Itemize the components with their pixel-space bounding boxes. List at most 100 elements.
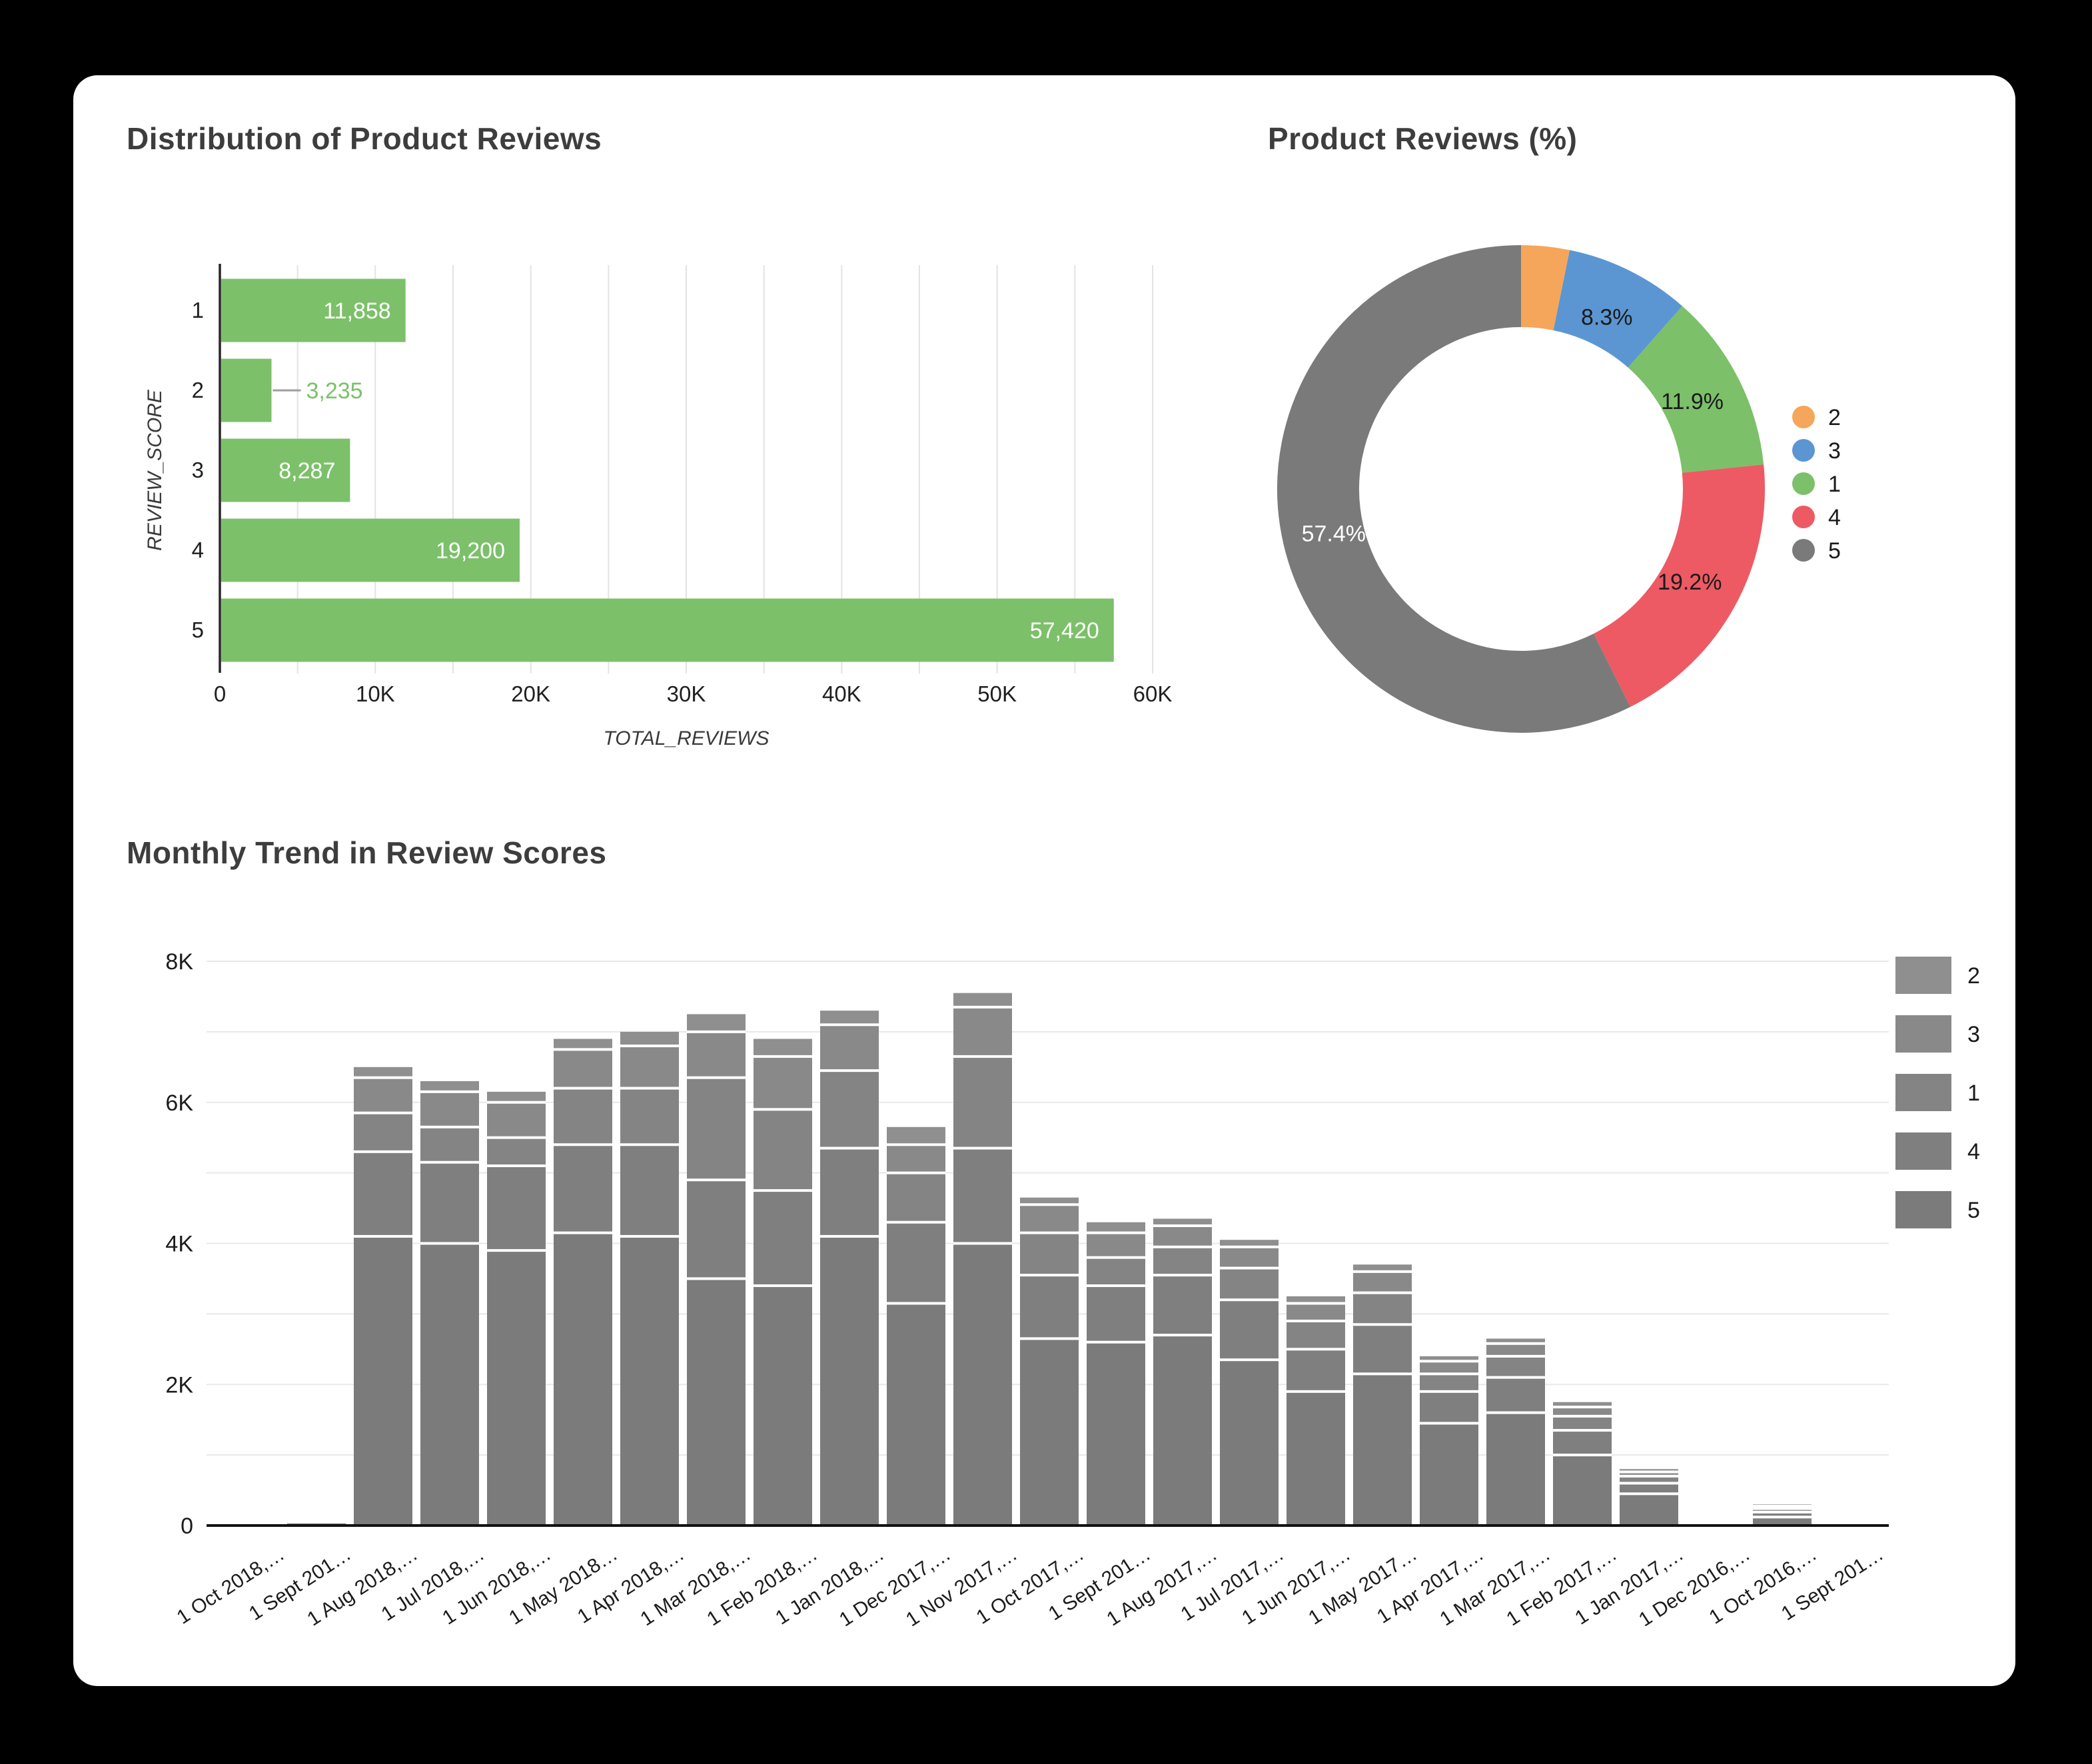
- bar-score-5[interactable]: [221, 598, 1114, 662]
- stack-segment-score-4[interactable]: [953, 1148, 1012, 1244]
- bar-score-4[interactable]: [221, 518, 520, 582]
- stack-segment-score-2[interactable]: [1486, 1338, 1545, 1344]
- stack-segment-score-2[interactable]: [754, 1039, 812, 1057]
- stack-segment-score-2[interactable]: [820, 1011, 879, 1025]
- stack-segment-score-4[interactable]: [687, 1180, 746, 1279]
- stack-segment-score-2[interactable]: [687, 1014, 746, 1032]
- stack-segment-score-5[interactable]: [1753, 1517, 1812, 1526]
- stack-segment-score-3[interactable]: [1486, 1343, 1545, 1356]
- stack-segment-score-1[interactable]: [887, 1172, 945, 1222]
- donut-slice-2[interactable]: [1520, 245, 1570, 331]
- stack-segment-score-4[interactable]: [620, 1144, 679, 1236]
- stack-segment-score-4[interactable]: [1420, 1391, 1478, 1424]
- stack-segment-score-1[interactable]: [554, 1088, 612, 1145]
- monthly-legend-item-2[interactable]: 2: [1895, 957, 1980, 994]
- stack-segment-score-4[interactable]: [487, 1166, 546, 1251]
- stack-segment-score-1[interactable]: [1287, 1320, 1345, 1350]
- donut-slice-1[interactable]: [1627, 306, 1764, 474]
- stack-segment-score-4[interactable]: [1087, 1286, 1145, 1342]
- stack-segment-score-2[interactable]: [554, 1039, 612, 1050]
- stack-segment-score-1[interactable]: [420, 1126, 479, 1162]
- stack-segment-score-4[interactable]: [1153, 1275, 1212, 1336]
- stack-segment-score-5[interactable]: [687, 1278, 746, 1526]
- stack-segment-score-1[interactable]: [953, 1056, 1012, 1148]
- stack-segment-score-1[interactable]: [1553, 1416, 1612, 1431]
- stack-segment-score-4[interactable]: [1553, 1430, 1612, 1456]
- monthly-legend-item-4[interactable]: 4: [1895, 1132, 1980, 1170]
- stack-segment-score-5[interactable]: [1087, 1342, 1145, 1526]
- stack-segment-score-4[interactable]: [1753, 1512, 1812, 1518]
- stack-segment-score-1[interactable]: [1420, 1374, 1478, 1392]
- stack-segment-score-5[interactable]: [820, 1236, 879, 1526]
- stack-segment-score-1[interactable]: [1220, 1268, 1279, 1300]
- donut-slice-3[interactable]: [1552, 250, 1683, 368]
- stack-segment-score-3[interactable]: [1420, 1361, 1478, 1374]
- stack-segment-score-2[interactable]: [1620, 1469, 1678, 1472]
- stack-segment-score-2[interactable]: [1353, 1264, 1412, 1272]
- stack-segment-score-1[interactable]: [1153, 1246, 1212, 1276]
- stack-segment-score-4[interactable]: [1020, 1275, 1079, 1339]
- stack-segment-score-2[interactable]: [354, 1067, 412, 1078]
- stack-segment-score-4[interactable]: [754, 1190, 812, 1286]
- stack-segment-score-3[interactable]: [1287, 1303, 1345, 1321]
- stack-segment-score-1[interactable]: [1620, 1476, 1678, 1484]
- stack-segment-score-5[interactable]: [1287, 1391, 1345, 1526]
- stack-segment-score-4[interactable]: [887, 1222, 945, 1304]
- stack-segment-score-4[interactable]: [554, 1144, 612, 1233]
- stack-segment-score-1[interactable]: [687, 1077, 746, 1180]
- stack-segment-score-5[interactable]: [1620, 1494, 1678, 1526]
- stack-segment-score-5[interactable]: [554, 1232, 612, 1526]
- stack-segment-score-5[interactable]: [354, 1236, 412, 1526]
- stack-segment-score-4[interactable]: [420, 1162, 479, 1244]
- stack-segment-score-5[interactable]: [1220, 1360, 1279, 1526]
- stack-segment-score-1[interactable]: [1353, 1292, 1412, 1325]
- stack-segment-score-5[interactable]: [420, 1243, 479, 1526]
- stack-segment-score-5[interactable]: [620, 1236, 679, 1526]
- stack-segment-score-5[interactable]: [1153, 1335, 1212, 1526]
- stack-segment-score-3[interactable]: [620, 1046, 679, 1089]
- stack-segment-score-3[interactable]: [1620, 1472, 1678, 1476]
- stack-segment-score-5[interactable]: [1420, 1423, 1478, 1526]
- bar-score-3[interactable]: [221, 438, 350, 502]
- stack-segment-score-1[interactable]: [1753, 1508, 1812, 1512]
- stack-segment-score-5[interactable]: [1553, 1455, 1612, 1526]
- stack-segment-score-5[interactable]: [487, 1250, 546, 1526]
- stack-segment-score-1[interactable]: [1486, 1356, 1545, 1378]
- stack-segment-score-2[interactable]: [1553, 1402, 1612, 1408]
- stack-segment-score-3[interactable]: [1020, 1204, 1079, 1233]
- stack-segment-score-1[interactable]: [1087, 1257, 1145, 1286]
- stack-segment-score-4[interactable]: [1486, 1377, 1545, 1413]
- stack-segment-score-2[interactable]: [887, 1126, 945, 1145]
- monthly-legend-item-1[interactable]: 1: [1895, 1074, 1980, 1111]
- stack-segment-score-2[interactable]: [620, 1031, 679, 1047]
- monthly-legend-item-3[interactable]: 3: [1895, 1015, 1980, 1053]
- stack-segment-score-5[interactable]: [1353, 1374, 1412, 1526]
- stack-segment-score-1[interactable]: [620, 1088, 679, 1145]
- stack-segment-score-4[interactable]: [1220, 1300, 1279, 1360]
- bar-score-2[interactable]: [221, 358, 272, 422]
- stack-segment-score-1[interactable]: [754, 1109, 812, 1191]
- stack-segment-score-3[interactable]: [820, 1025, 879, 1071]
- stack-segment-score-3[interactable]: [554, 1049, 612, 1089]
- donut-slice-4[interactable]: [1592, 464, 1765, 707]
- bar-score-1[interactable]: [221, 278, 406, 342]
- donut-legend-item-2[interactable]: 2: [1792, 405, 1841, 430]
- stack-segment-score-2[interactable]: [1287, 1296, 1345, 1304]
- stack-segment-score-2[interactable]: [1420, 1356, 1478, 1362]
- stack-segment-score-5[interactable]: [953, 1243, 1012, 1526]
- stack-segment-score-4[interactable]: [354, 1151, 412, 1236]
- stack-segment-score-1[interactable]: [487, 1137, 546, 1166]
- stack-segment-score-1[interactable]: [354, 1112, 412, 1152]
- stack-segment-score-5[interactable]: [887, 1303, 945, 1526]
- donut-legend-item-1[interactable]: 1: [1792, 472, 1841, 497]
- stack-segment-score-4[interactable]: [1353, 1324, 1412, 1374]
- stack-segment-score-3[interactable]: [887, 1144, 945, 1173]
- stack-segment-score-5[interactable]: [754, 1286, 812, 1526]
- stack-segment-score-3[interactable]: [1220, 1246, 1279, 1268]
- stack-segment-score-2[interactable]: [1020, 1197, 1079, 1205]
- stack-segment-score-3[interactable]: [420, 1091, 479, 1127]
- monthly-legend-item-5[interactable]: 5: [1895, 1191, 1980, 1228]
- stack-segment-score-4[interactable]: [1620, 1483, 1678, 1494]
- stack-segment-score-3[interactable]: [1153, 1226, 1212, 1247]
- stack-segment-score-1[interactable]: [820, 1071, 879, 1148]
